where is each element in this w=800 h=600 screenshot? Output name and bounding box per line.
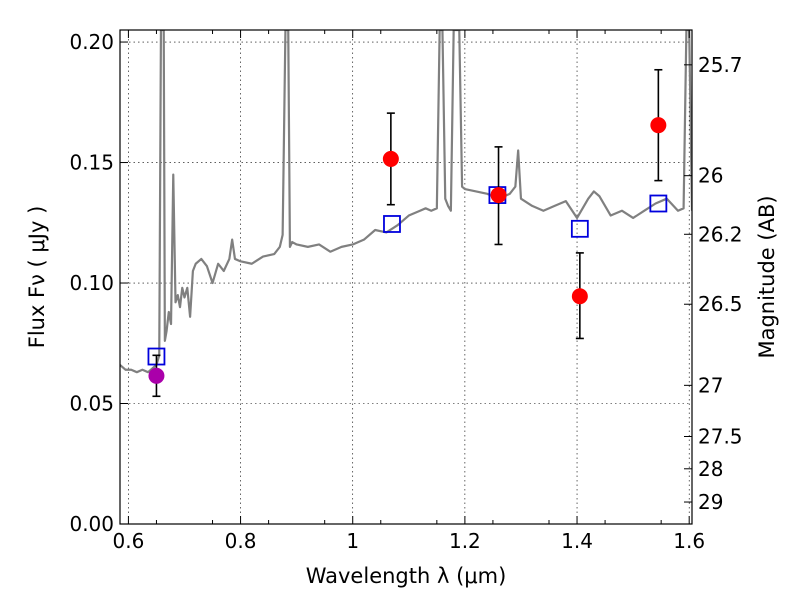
model-point [649, 194, 668, 213]
y2-tick-label: 27.5 [698, 425, 743, 449]
y-tick-label: 0.20 [69, 30, 114, 54]
y-tick-label: 0.05 [69, 392, 114, 416]
y-axis-label: Flux Fν ( μJy ) [25, 206, 49, 349]
model-point [383, 215, 401, 233]
y-tick-label: 0.10 [69, 271, 114, 295]
x-tick-label: 1.4 [561, 529, 593, 553]
x-tick-label: 1.6 [673, 529, 705, 553]
observed-point [571, 288, 588, 305]
x-tick-label: 0.6 [113, 529, 145, 553]
y-tick-label: 0.15 [69, 151, 114, 175]
optical-point [148, 367, 165, 384]
y2-tick-label: 27 [698, 373, 723, 397]
observed-point [382, 150, 399, 167]
plot-frame [119, 29, 693, 525]
observed-point [650, 117, 667, 134]
plot-data [120, 30, 692, 398]
y2-tick-label: 28 [698, 457, 723, 481]
y2-tick-label: 26.5 [698, 292, 743, 316]
y-tick-label: 0.00 [69, 512, 114, 536]
y2-axis-label: Magnitude (AB) [755, 195, 779, 358]
y2-tick-label: 26 [698, 164, 723, 188]
x-axis-label: Wavelength λ (μm) [306, 564, 507, 588]
spectrum-line [120, 30, 692, 374]
axes: 0.6 0.8 1 1.2 1.4 1.6 0.00 0.05 0.10 0.15 0.20 25.7… [69, 30, 743, 553]
y2-tick-label: 29 [698, 490, 723, 514]
x-tick-label: 1 [346, 529, 359, 553]
model-point [570, 219, 589, 238]
observed-point [490, 187, 507, 204]
y2-tick-label: 25.7 [698, 53, 743, 77]
x-tick-label: 0.8 [225, 529, 257, 553]
x-tick-label: 1.2 [449, 529, 481, 553]
y2-tick-label: 26.2 [698, 222, 743, 246]
